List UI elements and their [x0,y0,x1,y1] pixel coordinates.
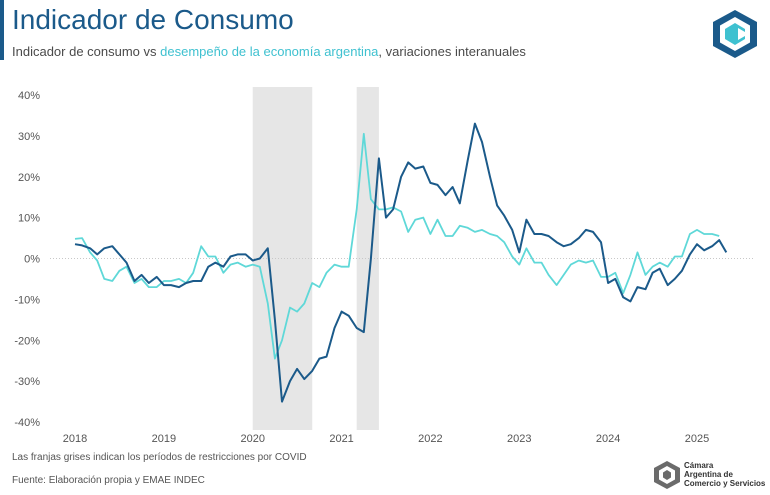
title-accent-bar [0,0,4,60]
y-tick-label: 10% [18,213,40,225]
series-line-emae [74,132,720,360]
series-line-consumo [74,122,728,403]
x-tick-label: 2024 [596,433,620,445]
org-name-line1: Cámara [684,461,714,470]
x-tick-label: 2023 [507,433,531,445]
y-tick-label: 40% [18,90,40,102]
y-tick-label: 0% [24,254,40,266]
x-tick-label: 2020 [240,433,264,445]
y-tick-label: 20% [18,172,40,184]
y-tick-label: 30% [18,131,40,143]
chart-title: Indicador de Consumo [12,4,294,35]
source-note: Fuente: Elaboración propia y EMAE INDEC [12,475,205,486]
y-tick-label: -40% [14,417,40,429]
org-name: Cámara Argentina de Comercio y Servicios [684,461,765,488]
x-tick-label: 2018 [63,433,87,445]
subtitle-text-end: , variaciones interanuales [378,44,526,59]
cac-logo-icon [713,10,757,58]
footnote-covid: Las franjas grises indican los períodos … [12,452,307,463]
y-tick-label: -20% [14,335,40,347]
org-name-line3: Comercio y Servicios [684,479,766,488]
subtitle-text-start: Indicador de consumo vs [12,44,161,59]
y-tick-label: -10% [14,294,40,306]
org-name-line2: Argentina de [684,470,733,479]
x-tick-label: 2022 [418,433,442,445]
cac-footer-logo-icon [654,461,680,489]
subtitle-highlight: desempeño de la economía argentina [160,44,379,59]
x-tick-label: 2019 [152,433,176,445]
covid-band-2 [356,87,379,430]
y-tick-label: -30% [14,376,40,388]
x-tick-label: 2021 [329,433,353,445]
chart-subtitle: Indicador de consumo vs desempeño de la … [12,44,526,59]
x-tick-label: 2025 [685,433,709,445]
